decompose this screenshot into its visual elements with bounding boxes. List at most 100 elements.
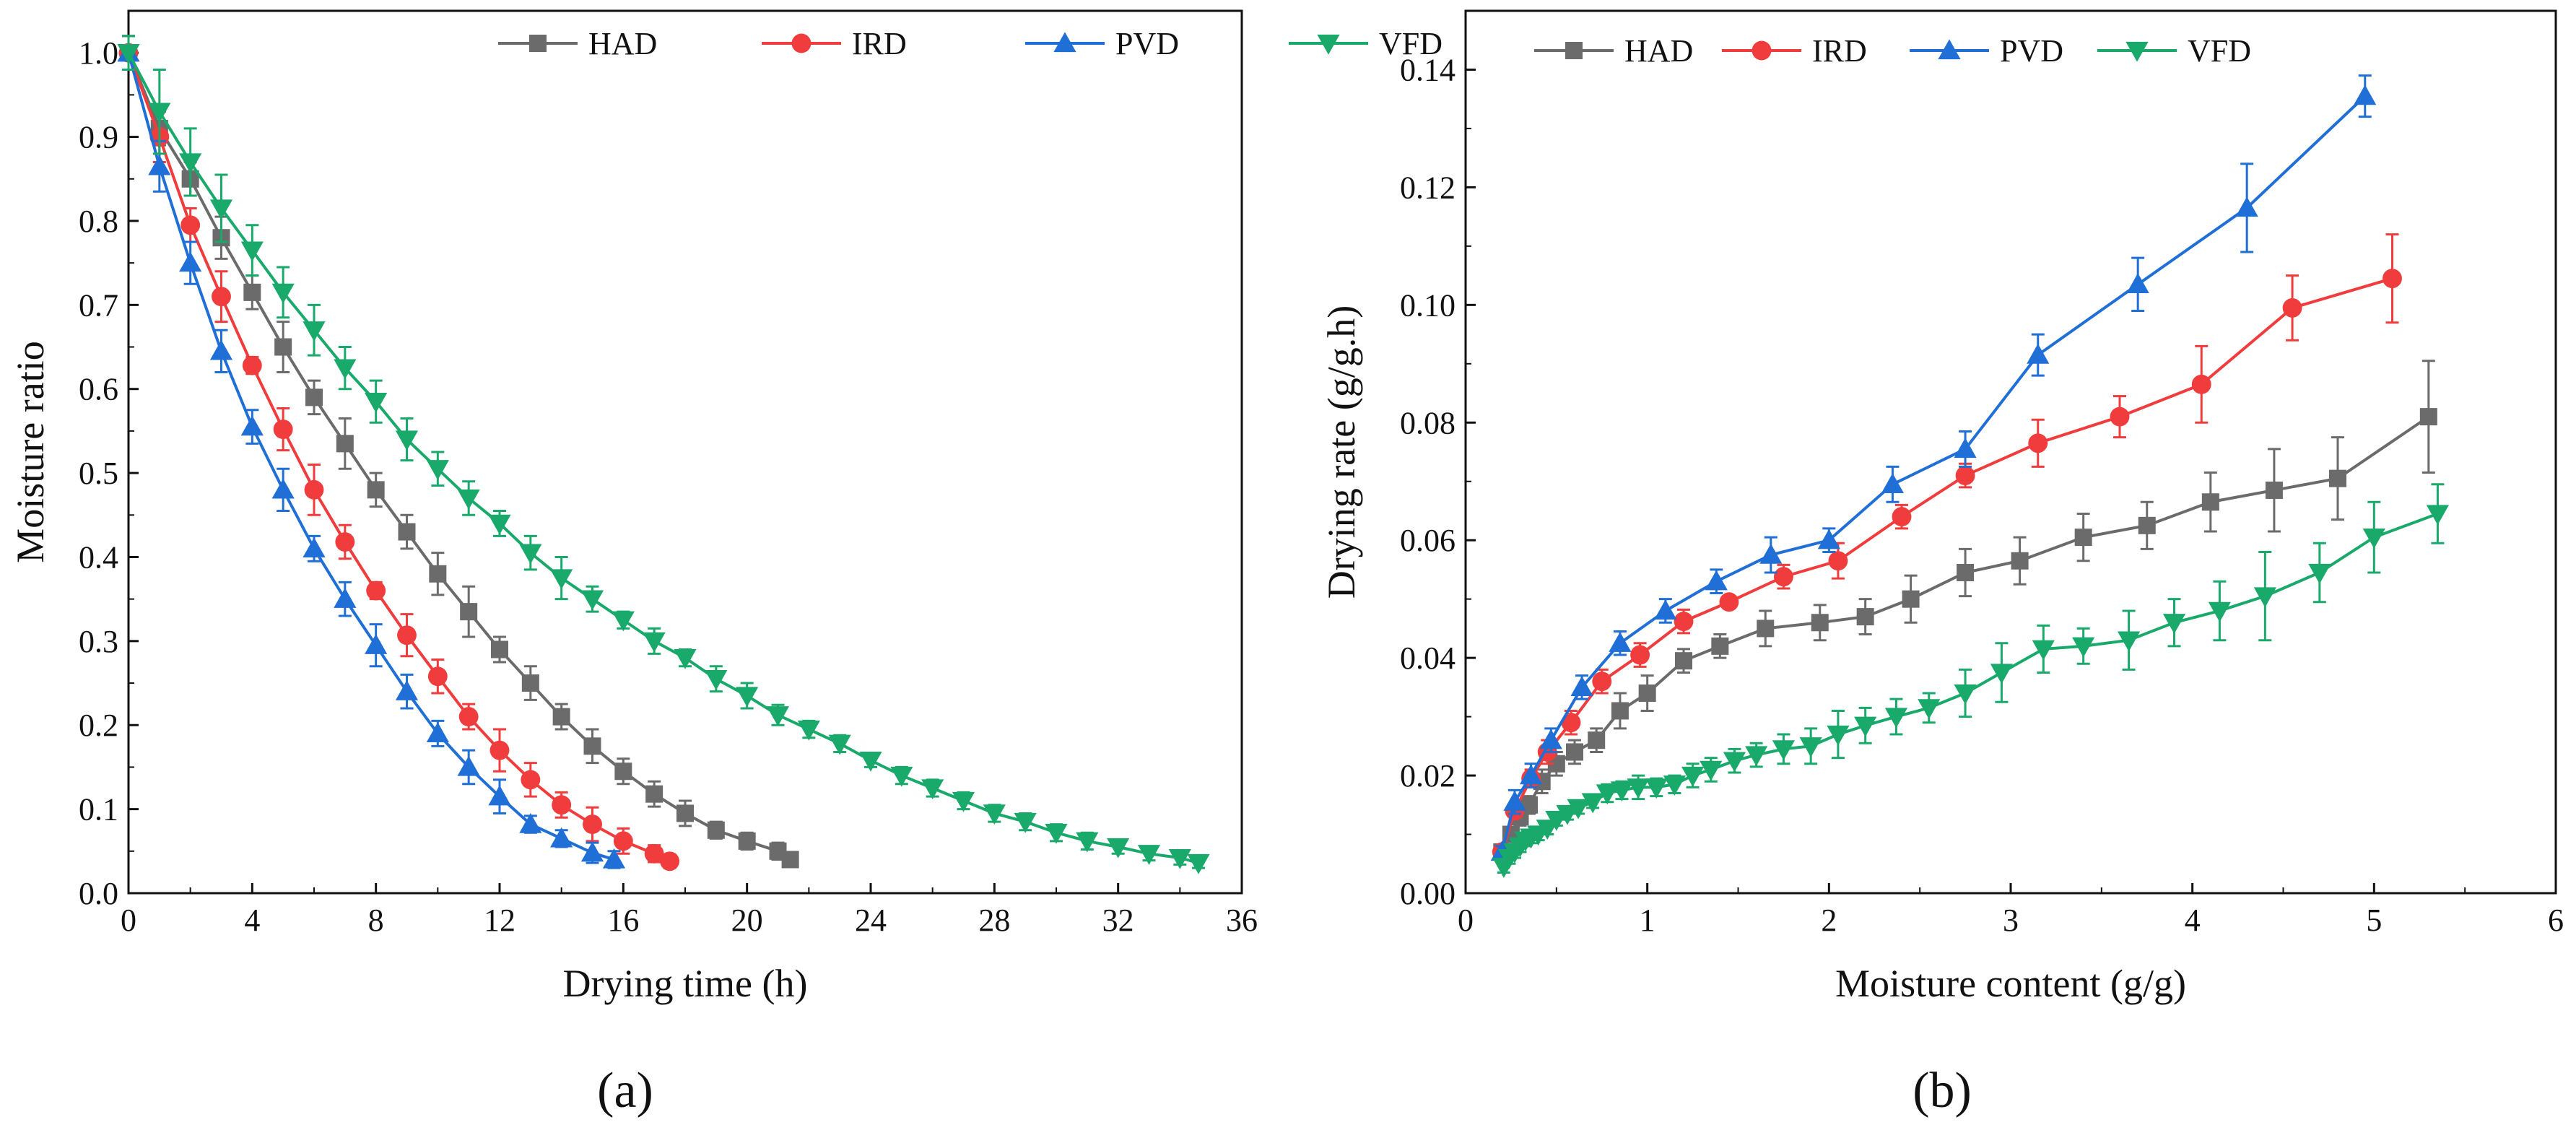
data-point-pvd [519,812,542,833]
data-point-vfd [705,670,728,690]
data-point-vfd [2362,528,2385,549]
y-tick-label-a: 0.3 [79,624,118,659]
data-point-had [1638,684,1656,703]
data-point-ird [1630,645,1650,665]
data-point-pvd [2354,84,2377,105]
data-point-vfd [1884,708,1908,729]
data-point-had [1611,702,1629,720]
data-point-had [521,674,539,692]
x-tick-label-a: 36 [1226,903,1258,938]
data-point-vfd [983,804,1006,825]
data-point-ird [1592,672,1612,692]
data-point-vfd [550,569,573,590]
data-point-vfd [643,632,666,653]
data-point-vfd [797,720,820,741]
data-point-ird [521,770,541,790]
series-ird-a [118,35,680,872]
y-tick-label-b: 0.14 [1400,52,1455,87]
data-point-ird [1719,592,1739,612]
data-point-ird [366,581,386,601]
data-point-vfd [921,779,944,800]
data-point-had [1675,652,1692,670]
data-point-had [460,603,478,621]
data-point-pvd [2235,196,2258,217]
y-tick-label-b: 0.04 [1400,640,1455,676]
data-point-pvd [457,755,480,776]
series-line-vfd [127,52,1199,865]
data-point-ird [583,814,602,835]
chart-panel-a: 0 4 8 12 16 20 24 28 32 36 0.0 0.1 0.2 0.3 0.4 0.5 0.6 0.… [9,9,1443,1118]
data-point-vfd [766,706,790,726]
data-point-had [1902,590,1920,608]
series-ird-b [1492,233,2402,862]
y-tick-label-b: 0.02 [1400,758,1455,794]
data-point-had [491,640,508,659]
y-tick-label-a: 0.6 [79,372,118,407]
data-point-vfd [457,489,480,510]
x-tick-label-a: 0 [121,903,136,938]
legend-item-had: HAD [1534,33,1693,69]
legend-item-had: HAD [498,26,657,61]
data-point-vfd [271,283,295,304]
y-tick-label-b: 0.06 [1400,523,1455,558]
legend-item-vfd: VFD [2097,33,2251,69]
data-point-vfd [1700,760,1723,781]
legend-marker-ird [1752,40,1772,61]
data-point-pvd [334,588,357,608]
legend-item-ird: IRD [762,26,907,61]
data-point-ird [2110,407,2130,427]
data-point-had [429,565,447,583]
x-tick-label-a: 32 [1102,903,1134,938]
x-tick-label-a: 8 [368,903,384,938]
series-line-pvd [1500,95,2367,853]
data-point-vfd [1645,778,1668,799]
data-point-vfd [1137,845,1161,865]
data-point-had [781,851,799,869]
data-point-pvd [1881,473,1905,493]
data-point-had [1588,731,1606,749]
data-point-ird [552,795,572,815]
y-tick-label-a: 0.0 [79,876,118,911]
data-point-ird [1674,612,1694,632]
data-point-vfd [612,611,635,632]
data-point-had [738,832,756,850]
data-point-pvd [209,339,233,360]
data-point-vfd [2032,640,2055,661]
data-point-pvd [1654,599,1677,620]
data-point-vfd [1854,716,1877,737]
x-tick-label-a: 28 [978,903,1010,938]
x-tick-label-b: 3 [2003,903,2019,938]
legend-marker-ird [791,33,811,53]
data-point-had [645,785,663,803]
data-point-vfd [334,359,357,380]
data-point-vfd [1772,740,1796,761]
x-tick-label-a: 12 [484,903,515,938]
y-tick-label-a: 0.7 [79,287,118,323]
data-point-pvd [365,634,388,654]
data-point-vfd [2162,614,2186,634]
data-point-pvd [179,251,202,272]
data-point-pvd [1759,543,1783,564]
legend-item-vfd: VFD [1289,26,1443,61]
data-point-vfd [1745,746,1768,767]
legend-marker-vfd [1317,34,1340,55]
series-line-pvd [127,52,615,861]
legend-label-ird: IRD [852,26,907,61]
y-tick-label-b: 0.08 [1400,405,1455,440]
data-point-had [552,708,570,726]
data-point-vfd [890,766,913,787]
data-point-vfd [1663,775,1687,796]
data-point-vfd [1107,838,1130,859]
data-point-vfd [1545,810,1568,831]
data-point-ird [613,831,633,851]
x-axis-title-b: Moisture content (g/g) [1835,962,2186,1005]
data-point-vfd [1567,799,1590,820]
data-point-ird [489,740,510,760]
data-point-pvd [488,785,511,806]
data-point-vfd [303,321,326,342]
data-point-had [2419,408,2437,426]
y-tick-label-a: 0.9 [79,120,118,155]
y-axis-title-b: Drying rate (g/g.h) [1320,305,1363,599]
data-point-ird [335,532,355,552]
data-point-had [1811,614,1829,632]
